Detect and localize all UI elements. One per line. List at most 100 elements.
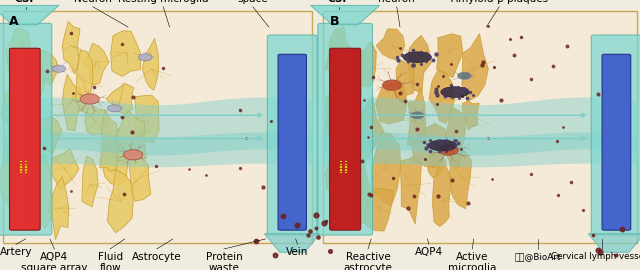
Polygon shape xyxy=(111,31,140,76)
Ellipse shape xyxy=(383,80,402,90)
Polygon shape xyxy=(106,83,134,114)
Polygon shape xyxy=(101,129,128,185)
Text: CSF: CSF xyxy=(328,0,351,4)
Polygon shape xyxy=(31,116,62,154)
Polygon shape xyxy=(129,155,151,201)
Bar xyxy=(346,164,348,165)
FancyBboxPatch shape xyxy=(278,54,307,230)
Polygon shape xyxy=(85,106,109,135)
Bar xyxy=(25,169,27,171)
Polygon shape xyxy=(395,60,414,103)
Polygon shape xyxy=(100,109,117,171)
Bar xyxy=(340,166,342,168)
Polygon shape xyxy=(323,97,637,156)
Bar xyxy=(25,161,27,162)
Bar xyxy=(20,166,22,168)
Polygon shape xyxy=(436,34,463,77)
Text: Active
microglia: Active microglia xyxy=(448,252,497,270)
Polygon shape xyxy=(264,234,320,252)
Text: Fluid
flow: Fluid flow xyxy=(97,252,123,270)
Polygon shape xyxy=(353,96,384,165)
Ellipse shape xyxy=(139,54,152,61)
Ellipse shape xyxy=(458,72,471,79)
Polygon shape xyxy=(463,101,479,130)
Polygon shape xyxy=(0,5,59,25)
Polygon shape xyxy=(445,106,467,167)
FancyBboxPatch shape xyxy=(323,11,637,243)
Bar xyxy=(25,164,27,165)
FancyBboxPatch shape xyxy=(268,35,317,235)
Ellipse shape xyxy=(428,140,456,151)
Text: Resting microglia: Resting microglia xyxy=(118,0,209,4)
Polygon shape xyxy=(108,170,133,233)
Polygon shape xyxy=(18,111,36,186)
Polygon shape xyxy=(346,50,362,117)
FancyBboxPatch shape xyxy=(602,54,631,230)
Polygon shape xyxy=(462,33,488,101)
Bar xyxy=(340,169,342,171)
FancyBboxPatch shape xyxy=(591,35,640,235)
Polygon shape xyxy=(325,86,354,142)
Polygon shape xyxy=(83,43,109,85)
Text: Neuron: Neuron xyxy=(74,0,112,4)
FancyBboxPatch shape xyxy=(10,48,40,230)
Polygon shape xyxy=(323,133,637,167)
Ellipse shape xyxy=(108,105,122,112)
Polygon shape xyxy=(376,29,405,60)
FancyBboxPatch shape xyxy=(3,11,312,243)
Bar xyxy=(340,172,342,173)
Polygon shape xyxy=(324,27,355,78)
Polygon shape xyxy=(371,133,401,206)
Polygon shape xyxy=(365,188,394,231)
Polygon shape xyxy=(449,147,472,209)
Polygon shape xyxy=(353,164,372,224)
Ellipse shape xyxy=(403,52,431,63)
Polygon shape xyxy=(588,234,640,252)
Polygon shape xyxy=(412,123,449,168)
Polygon shape xyxy=(135,95,159,143)
Polygon shape xyxy=(20,54,45,104)
Bar xyxy=(346,172,348,173)
Text: Amyloid-β plaques: Amyloid-β plaques xyxy=(451,0,548,4)
Text: Protein
waste: Protein waste xyxy=(205,252,243,270)
Polygon shape xyxy=(76,50,93,114)
Polygon shape xyxy=(5,29,31,86)
Polygon shape xyxy=(400,156,421,224)
Bar xyxy=(25,166,27,168)
Text: B: B xyxy=(330,15,339,28)
Text: Cervical lymph vessels: Cervical lymph vessels xyxy=(552,252,640,261)
Text: Artery: Artery xyxy=(0,247,32,257)
Text: AQP4: AQP4 xyxy=(415,247,443,257)
Bar xyxy=(25,172,27,173)
Polygon shape xyxy=(408,35,432,93)
Ellipse shape xyxy=(410,112,424,119)
Polygon shape xyxy=(62,22,80,74)
FancyBboxPatch shape xyxy=(330,48,361,230)
Bar xyxy=(340,161,342,162)
Bar xyxy=(20,169,22,171)
Polygon shape xyxy=(48,177,69,240)
Polygon shape xyxy=(0,136,38,210)
Polygon shape xyxy=(358,41,376,87)
Bar xyxy=(346,169,348,171)
Polygon shape xyxy=(3,97,312,156)
Ellipse shape xyxy=(439,145,458,155)
Polygon shape xyxy=(324,151,355,195)
Ellipse shape xyxy=(441,87,469,97)
Polygon shape xyxy=(26,154,52,228)
Polygon shape xyxy=(376,83,407,124)
Text: A: A xyxy=(10,15,19,28)
Text: Perivascular
space: Perivascular space xyxy=(221,0,285,4)
Text: Degenerating
neuron: Degenerating neuron xyxy=(361,0,433,4)
Polygon shape xyxy=(115,110,147,160)
Text: Vein: Vein xyxy=(287,247,308,257)
Polygon shape xyxy=(407,87,426,146)
Polygon shape xyxy=(142,38,159,90)
Text: AQP4
square array: AQP4 square array xyxy=(21,252,88,270)
Ellipse shape xyxy=(52,65,66,72)
Polygon shape xyxy=(429,70,455,123)
Polygon shape xyxy=(63,74,83,131)
Text: Astrocyte: Astrocyte xyxy=(132,252,182,262)
Polygon shape xyxy=(433,165,451,227)
Polygon shape xyxy=(82,156,98,207)
